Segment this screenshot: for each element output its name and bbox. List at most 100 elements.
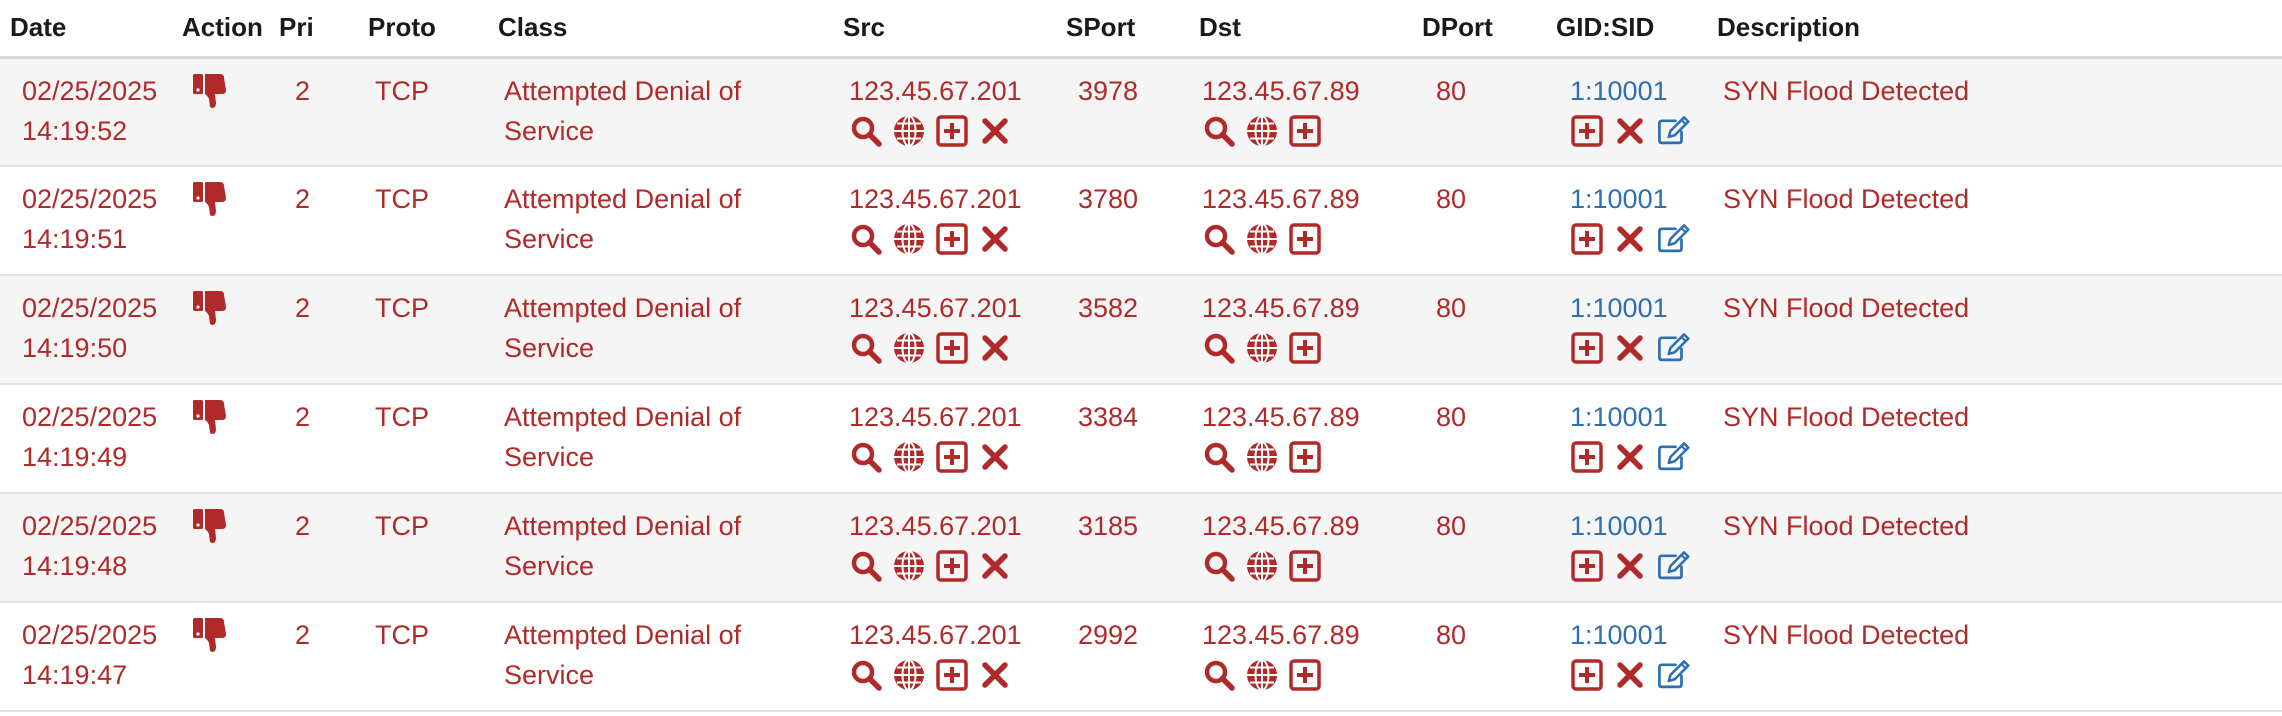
search-icon[interactable] bbox=[1202, 549, 1236, 583]
gidsid-actions bbox=[1570, 219, 1717, 259]
column-header-action[interactable]: Action bbox=[182, 0, 279, 59]
plus-square-icon[interactable] bbox=[1570, 658, 1604, 692]
gidsid-link[interactable]: 1:10001 bbox=[1570, 511, 1668, 541]
gidsid-link[interactable]: 1:10001 bbox=[1570, 402, 1668, 432]
column-header-dport[interactable]: DPort bbox=[1422, 0, 1556, 59]
close-icon[interactable] bbox=[978, 222, 1012, 256]
column-header-proto[interactable]: Proto bbox=[368, 0, 498, 59]
priority-cell: 2 bbox=[295, 402, 311, 432]
class-line-2: Service bbox=[504, 660, 595, 690]
thumbs-down-icon[interactable] bbox=[190, 397, 230, 437]
plus-square-icon[interactable] bbox=[1288, 440, 1322, 474]
close-icon[interactable] bbox=[1613, 114, 1647, 148]
plus-square-icon[interactable] bbox=[1570, 440, 1604, 474]
search-icon[interactable] bbox=[1202, 114, 1236, 148]
edit-icon[interactable] bbox=[1656, 114, 1690, 148]
column-header-description[interactable]: Description bbox=[1717, 0, 2282, 59]
globe-icon[interactable] bbox=[892, 331, 926, 365]
plus-square-icon[interactable] bbox=[1288, 549, 1322, 583]
close-icon[interactable] bbox=[1613, 658, 1647, 692]
globe-icon[interactable] bbox=[1245, 440, 1279, 474]
dport-cell: 80 bbox=[1436, 75, 1467, 106]
dport-cell: 80 bbox=[1436, 620, 1467, 650]
action-cell bbox=[182, 275, 279, 384]
gidsid-cell: 1:10001 bbox=[1556, 384, 1717, 493]
thumbs-down-icon[interactable] bbox=[190, 506, 230, 546]
column-header-dst[interactable]: Dst bbox=[1199, 0, 1422, 59]
close-icon[interactable] bbox=[1613, 331, 1647, 365]
globe-icon[interactable] bbox=[1245, 549, 1279, 583]
edit-icon[interactable] bbox=[1656, 440, 1690, 474]
plus-square-icon[interactable] bbox=[935, 331, 969, 365]
priority-cell: 2 bbox=[295, 511, 311, 541]
search-icon[interactable] bbox=[849, 549, 883, 583]
edit-icon[interactable] bbox=[1656, 549, 1690, 583]
globe-icon[interactable] bbox=[892, 114, 926, 148]
close-icon[interactable] bbox=[1613, 549, 1647, 583]
thumbs-down-icon[interactable] bbox=[190, 615, 230, 655]
search-icon[interactable] bbox=[1202, 222, 1236, 256]
plus-square-icon[interactable] bbox=[935, 222, 969, 256]
search-icon[interactable] bbox=[1202, 658, 1236, 692]
close-icon[interactable] bbox=[1613, 222, 1647, 256]
column-header-sport[interactable]: SPort bbox=[1066, 0, 1199, 59]
plus-square-icon[interactable] bbox=[1288, 114, 1322, 148]
close-icon[interactable] bbox=[978, 658, 1012, 692]
gidsid-link[interactable]: 1:10001 bbox=[1570, 184, 1668, 214]
close-icon[interactable] bbox=[978, 549, 1012, 583]
plus-square-icon[interactable] bbox=[1570, 222, 1604, 256]
close-icon[interactable] bbox=[978, 114, 1012, 148]
column-header-gidsid[interactable]: GID:SID bbox=[1556, 0, 1717, 59]
column-header-pri[interactable]: Pri bbox=[279, 0, 368, 59]
edit-icon[interactable] bbox=[1656, 222, 1690, 256]
class-line-1: Attempted Denial of bbox=[504, 511, 742, 541]
search-icon[interactable] bbox=[1202, 440, 1236, 474]
plus-square-icon[interactable] bbox=[1288, 331, 1322, 365]
thumbs-down-icon[interactable] bbox=[190, 179, 230, 219]
globe-icon[interactable] bbox=[1245, 114, 1279, 148]
gidsid-link[interactable]: 1:10001 bbox=[1570, 75, 1668, 106]
date-cell: 02/25/2025 14:19:48 bbox=[0, 493, 182, 602]
table-row: 02/25/2025 14:19:49 2 TCP Attempted Deni… bbox=[0, 384, 2282, 493]
thumbs-down-icon[interactable] bbox=[190, 288, 230, 328]
alert-time: 14:19:48 bbox=[22, 551, 128, 581]
globe-icon[interactable] bbox=[892, 222, 926, 256]
date-cell: 02/25/2025 14:19:50 bbox=[0, 275, 182, 384]
thumbs-down-icon[interactable] bbox=[190, 71, 230, 111]
search-icon[interactable] bbox=[849, 114, 883, 148]
dport-cell: 80 bbox=[1436, 184, 1467, 214]
globe-icon[interactable] bbox=[892, 658, 926, 692]
search-icon[interactable] bbox=[849, 331, 883, 365]
plus-square-icon[interactable] bbox=[935, 114, 969, 148]
dst-actions bbox=[1202, 655, 1422, 695]
search-icon[interactable] bbox=[1202, 331, 1236, 365]
globe-icon[interactable] bbox=[892, 440, 926, 474]
globe-icon[interactable] bbox=[1245, 222, 1279, 256]
dport-cell: 80 bbox=[1436, 511, 1467, 541]
plus-square-icon[interactable] bbox=[1570, 331, 1604, 365]
plus-square-icon[interactable] bbox=[935, 549, 969, 583]
search-icon[interactable] bbox=[849, 440, 883, 474]
edit-icon[interactable] bbox=[1656, 331, 1690, 365]
plus-square-icon[interactable] bbox=[1570, 549, 1604, 583]
gidsid-link[interactable]: 1:10001 bbox=[1570, 293, 1668, 323]
plus-square-icon[interactable] bbox=[1570, 114, 1604, 148]
close-icon[interactable] bbox=[978, 331, 1012, 365]
search-icon[interactable] bbox=[849, 222, 883, 256]
plus-square-icon[interactable] bbox=[1288, 658, 1322, 692]
column-header-class[interactable]: Class bbox=[498, 0, 843, 59]
globe-icon[interactable] bbox=[1245, 331, 1279, 365]
search-icon[interactable] bbox=[849, 658, 883, 692]
edit-icon[interactable] bbox=[1656, 658, 1690, 692]
plus-square-icon[interactable] bbox=[935, 440, 969, 474]
column-header-date[interactable]: Date bbox=[0, 0, 182, 59]
plus-square-icon[interactable] bbox=[935, 658, 969, 692]
gidsid-link[interactable]: 1:10001 bbox=[1570, 620, 1668, 650]
dst-ip: 123.45.67.89 bbox=[1202, 293, 1360, 323]
plus-square-icon[interactable] bbox=[1288, 222, 1322, 256]
close-icon[interactable] bbox=[1613, 440, 1647, 474]
globe-icon[interactable] bbox=[1245, 658, 1279, 692]
globe-icon[interactable] bbox=[892, 549, 926, 583]
close-icon[interactable] bbox=[978, 440, 1012, 474]
column-header-src[interactable]: Src bbox=[843, 0, 1066, 59]
